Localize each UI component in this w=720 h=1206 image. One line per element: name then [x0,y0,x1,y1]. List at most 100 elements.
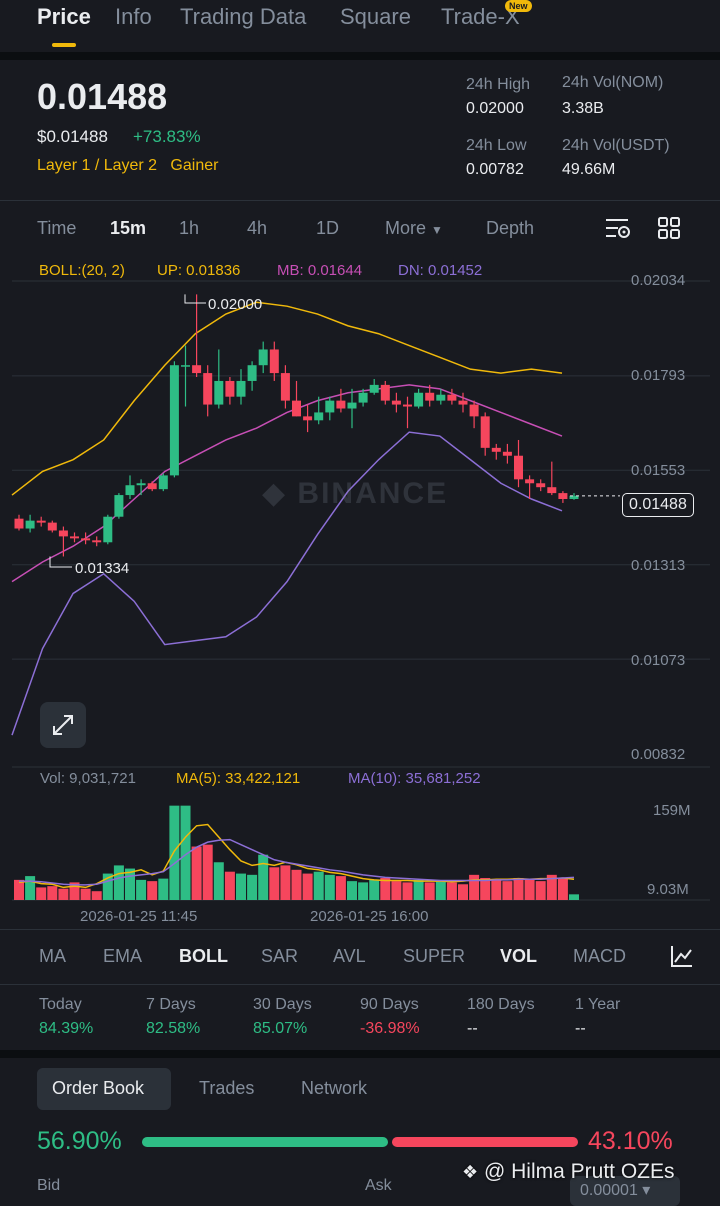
vol-ma10: MA(10): 35,681,252 [348,770,481,787]
current-price-tag: 0.01488 [622,493,694,517]
watermark: ◆ BINANCE [262,477,449,510]
ind-sar[interactable]: SAR [261,946,299,966]
candle-body [447,394,457,401]
volume-bar [480,877,491,900]
candle-body [147,483,157,490]
volume-bar [502,881,513,900]
ind-ma[interactable]: MA [39,946,66,966]
candle-body [169,365,179,476]
y-axis-label: 0.01313 [631,557,686,574]
tf-time[interactable]: Time [37,218,77,238]
volume-ma10-line [19,838,575,886]
tf-15m[interactable]: 15m [110,218,147,238]
volume-bar [14,879,24,900]
ind-boll[interactable]: BOLL [179,946,228,966]
volume-bar [424,882,435,900]
candle-body [502,451,512,456]
volume-bar [347,881,357,900]
y-axis-label: 0.01793 [631,367,686,384]
low-marker-line [49,556,72,568]
caret-down-icon: ▼ [431,223,443,237]
volume-bar [191,846,202,900]
volume-bar [435,881,446,900]
tab-price[interactable]: Price [37,4,91,29]
volume-bar [136,879,147,900]
volume-bar [491,879,502,900]
perf-label: 1 Year [575,996,621,1013]
volume-bar [546,874,557,900]
section-divider [0,1050,720,1058]
vol-y-bottom: 9.03M [647,881,689,898]
volume-bar [569,894,579,900]
stat-vol-usdt-value: 49.66M [562,161,616,178]
ind-ema[interactable]: EMA [103,946,143,966]
volume-bar [58,888,69,900]
ind-macd[interactable]: MACD [573,946,626,966]
tab-network[interactable]: Network [301,1078,368,1098]
divider [0,984,720,985]
volume-bar [458,884,468,900]
candle-body [358,392,368,403]
perf-label: 7 Days [146,996,196,1013]
tf-depth[interactable]: Depth [486,218,535,238]
category-tags: Layer 1 / Layer 2 Gainer [37,157,218,175]
volume-bar [524,879,535,900]
tf-1d[interactable]: 1D [316,218,340,238]
volume-bar [335,876,346,900]
candle-body [214,380,224,405]
candle-body [280,373,290,401]
x-axis-label: 2026-01-25 16:00 [310,908,429,925]
ind-vol[interactable]: VOL [500,946,538,966]
tf-1h[interactable]: 1h [179,218,200,238]
boll-upper-line [11,301,563,496]
volume-bar [47,886,58,900]
tf-more[interactable]: More ▼ [385,218,443,239]
candle-body [25,520,35,529]
volume-bar [147,881,158,900]
tab-order-book[interactable]: Order Book [52,1078,145,1098]
volume-bar [213,862,224,900]
tab-info[interactable]: Info [115,4,152,29]
candle-body [547,487,557,494]
indicator-chart-icon[interactable] [669,943,695,969]
volume-bar [358,882,369,900]
tab-square[interactable]: Square [340,4,411,29]
vol-y-top: 159M [653,802,691,819]
volume-bar [180,805,191,900]
candle-body [369,384,379,393]
perf-label: Today [39,996,82,1013]
tag-gainer[interactable]: Gainer [170,157,219,174]
candle-body [292,400,301,417]
volume-bar [280,865,291,900]
volume-bar [125,868,135,900]
grid-layout-icon[interactable] [657,216,681,240]
y-axis-label: 0.01553 [631,462,686,479]
tf-4h[interactable]: 4h [247,218,268,238]
volume-bar [391,881,402,900]
candle-body [414,392,424,407]
volume-bar [369,879,380,900]
tag-layer[interactable]: Layer 1 / Layer 2 [37,157,158,174]
stat-low-label: 24h Low [466,137,527,154]
ask-column-label: Ask [365,1177,392,1194]
volume-bar [380,877,391,900]
price-chart[interactable] [0,255,720,775]
ask-percentage: 43.10% [588,1127,673,1155]
volume-bar [91,891,102,900]
expand-icon [53,715,73,735]
expand-chart-button[interactable] [40,702,86,748]
tab-trading-data[interactable]: Trading Data [180,4,307,29]
perf-value: -- [467,1020,478,1037]
candle-body [303,416,313,421]
ind-super[interactable]: SUPER [403,946,466,966]
tab-trades[interactable]: Trades [199,1078,255,1098]
chart-settings-icon[interactable] [604,215,632,241]
candle-body [480,416,490,448]
ind-avl[interactable]: AVL [333,946,366,966]
low-marker: 0.01334 [75,560,130,577]
candle-body [203,373,213,405]
active-tab-background [37,1068,171,1110]
candle-body [514,455,523,480]
last-price: 0.01488 [37,76,168,117]
perf-value: 85.07% [253,1020,308,1037]
